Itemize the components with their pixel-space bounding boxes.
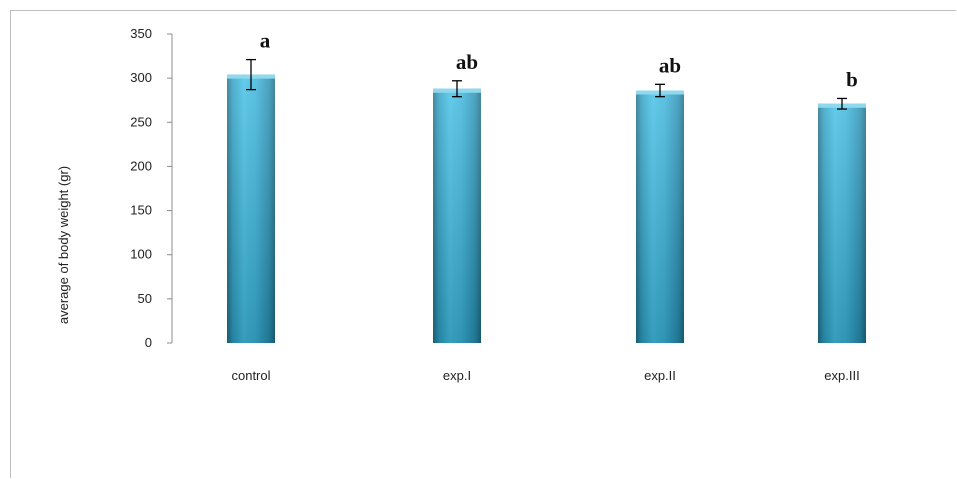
- bar-shade: [227, 74, 275, 344]
- bar-shade: [636, 90, 684, 343]
- y-tick-label: 200: [130, 158, 152, 173]
- significance-label: a: [260, 29, 271, 53]
- y-tick-label: 100: [130, 247, 152, 262]
- category-label: control: [231, 368, 270, 383]
- chart-frame: [10, 10, 956, 478]
- category-label: exp.II: [644, 368, 676, 383]
- y-tick-label: 300: [130, 70, 152, 85]
- significance-label: ab: [659, 53, 681, 77]
- category-label: exp.I: [443, 368, 471, 383]
- y-axis-label: average of body weight (gr): [56, 166, 71, 324]
- category-label: exp.III: [824, 368, 859, 383]
- y-tick-label: 150: [130, 203, 152, 218]
- bar-shade: [818, 103, 866, 343]
- significance-label: ab: [456, 50, 478, 74]
- category-labels: control exp.I exp.II exp.III: [231, 368, 859, 383]
- y-tick-label: 350: [130, 26, 152, 41]
- bars: a ab ab b: [227, 29, 866, 344]
- y-tick-label: 250: [130, 114, 152, 129]
- significance-label: b: [846, 67, 858, 91]
- y-ticks: 0 50 100 150 200 250 300 350: [130, 26, 172, 350]
- y-tick-label: 0: [145, 335, 152, 350]
- bar-shade: [433, 88, 481, 343]
- y-tick-label: 50: [138, 291, 152, 306]
